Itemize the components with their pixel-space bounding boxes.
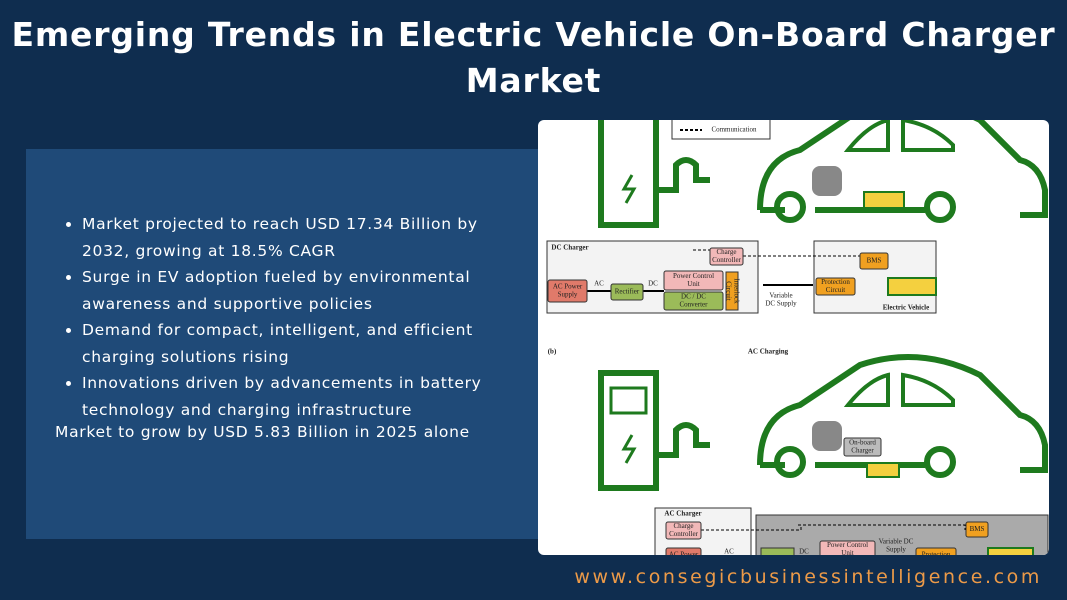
diagram-box <box>760 547 795 555</box>
diagram-label: Communication <box>711 126 757 134</box>
diagram-box <box>663 270 724 291</box>
diagram-label: Controller <box>712 256 741 264</box>
diagram-label: Rectifier <box>615 288 640 296</box>
diagram-box <box>663 291 724 311</box>
diagram-label: AC Power <box>553 283 583 291</box>
diagram-box <box>815 277 856 296</box>
diagram-label: (b) <box>548 348 557 356</box>
diagram-label: AC Power <box>669 551 699 555</box>
diagram-label: Unit <box>687 280 700 288</box>
diagram-label: DC Supply <box>765 300 797 308</box>
diagram-box <box>725 271 739 311</box>
diagram-box <box>547 279 588 303</box>
website-url: www.consegicbusinessintelligence.com <box>574 566 1042 588</box>
diagram-label: DC <box>799 548 809 555</box>
diagram-label: AC <box>724 548 734 555</box>
diagram-label: AC Charger <box>664 510 701 518</box>
diagram-label: DC Charger <box>551 244 588 252</box>
bullet: Surge in EV adoption fueled by environme… <box>82 264 527 317</box>
diagram-label: DC / DC <box>681 293 706 301</box>
info-panel: Market projected to reach USD 17.34 Bill… <box>26 149 538 539</box>
diagram-label: Interlock <box>732 278 740 304</box>
summary: Market to grow by USD 5.83 Billion in 20… <box>55 423 470 441</box>
diagram-label: Controller <box>669 530 698 538</box>
diagram-label: Unit <box>841 549 854 555</box>
diagram-label: BMS <box>970 525 985 533</box>
diagram-label: Supply <box>558 291 578 299</box>
diagram-label: AC <box>594 280 604 288</box>
diagram-label: Protection <box>922 551 951 555</box>
diagram-label: Converter <box>680 301 709 309</box>
diagram-label: Variable <box>769 292 792 300</box>
title: Emerging Trends in Electric Vehicle On-B… <box>11 15 1056 100</box>
diagram-label: Electric Vehicle <box>883 304 929 312</box>
diagram-label: Charge <box>673 522 693 530</box>
diagram-label: Power Control <box>673 272 714 280</box>
diagram-box <box>843 437 882 457</box>
diagram-label: AC Charging <box>748 348 789 356</box>
diagram-label: BMS <box>867 257 882 265</box>
diagram-label: Supply <box>886 546 906 554</box>
diagram-box <box>859 252 889 270</box>
bullet: Innovations driven by advancements in ba… <box>82 370 527 423</box>
bullet: Market projected to reach USD 17.34 Bill… <box>82 211 527 264</box>
diagram-label: Circuit <box>724 281 732 300</box>
diagram-label: DC <box>648 280 658 288</box>
diagram-label: On-board <box>849 439 876 447</box>
diagram-box <box>610 283 644 301</box>
diagram-label: Power Control <box>827 541 868 549</box>
diagram-label: Charger <box>851 447 874 455</box>
diagram-label: Circuit <box>826 286 845 294</box>
bullet: Demand for compact, intelligent, and eff… <box>82 317 527 370</box>
diagram-label: Protection <box>821 278 850 286</box>
diagram-box <box>665 547 702 555</box>
bullet-list: Market projected to reach USD 17.34 Bill… <box>54 211 527 423</box>
diagram-box <box>709 247 744 266</box>
diagram-label: Charge <box>716 248 736 256</box>
diagram-label: Variable DC <box>879 538 914 546</box>
diagram-box <box>915 547 957 555</box>
diagram-box <box>965 521 989 538</box>
diagram-box <box>819 540 876 555</box>
diagram-box <box>665 521 702 540</box>
